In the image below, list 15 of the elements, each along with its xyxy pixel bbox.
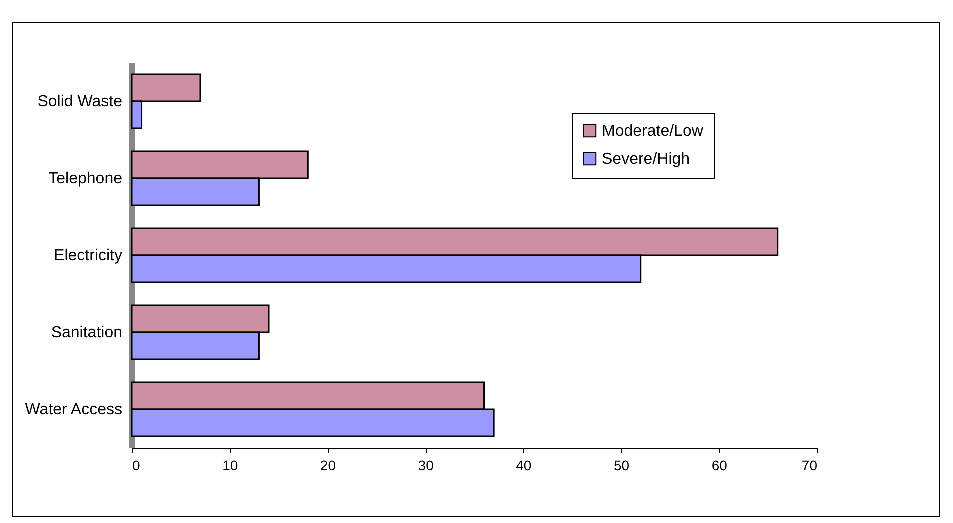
- x-tick-label: 60: [712, 458, 728, 474]
- x-tick-label: 10: [222, 458, 238, 474]
- x-tick-label: 50: [614, 458, 630, 474]
- y-tick-label: Solid Waste: [38, 94, 123, 110]
- x-tick-label: 20: [320, 458, 336, 474]
- y-tick-label: Sanitation: [51, 324, 122, 342]
- y-tick-label: Water Access: [25, 402, 122, 418]
- y-tick-label: Telephone: [48, 170, 123, 188]
- y-tick-label: Electricity: [54, 248, 122, 264]
- x-tick-label: 0: [132, 458, 140, 474]
- legend-label: Moderate/Low: [602, 123, 704, 140]
- x-tick-label: 30: [418, 458, 434, 474]
- x-tick-label: 40: [516, 458, 532, 474]
- legend-label: Severe/High: [602, 151, 690, 168]
- x-tick-label: 70: [802, 458, 818, 474]
